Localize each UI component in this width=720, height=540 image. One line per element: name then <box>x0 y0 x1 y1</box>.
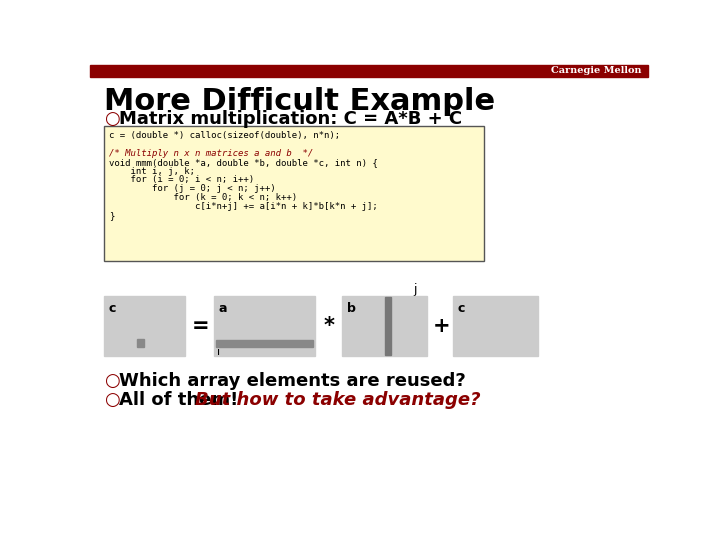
Text: Matrix multiplication: C = A*B + C: Matrix multiplication: C = A*B + C <box>120 110 462 127</box>
Text: int i, j, k;: int i, j, k; <box>109 166 195 176</box>
Text: All of them!: All of them! <box>120 391 245 409</box>
Text: b: b <box>346 302 356 315</box>
Text: i: i <box>217 347 220 357</box>
Text: for (j = 0; j < n; j++): for (j = 0; j < n; j++) <box>109 184 276 193</box>
Text: /* Multiply n x n matrices a and b  */: /* Multiply n x n matrices a and b */ <box>109 149 314 158</box>
Text: c: c <box>457 302 464 315</box>
Text: for (i = 0; i < n; i++): for (i = 0; i < n; i++) <box>109 176 254 185</box>
Bar <box>90 65 648 77</box>
Text: j: j <box>414 283 418 296</box>
Text: c[i*n+j] += a[i*n + k]*b[k*n + j];: c[i*n+j] += a[i*n + k]*b[k*n + j]; <box>109 202 378 211</box>
Text: *: * <box>323 316 334 336</box>
Bar <box>215 340 313 347</box>
Text: for (k = 0; k < n; k++): for (k = 0; k < n; k++) <box>109 193 297 202</box>
Text: But how to take advantage?: But how to take advantage? <box>194 391 480 409</box>
Bar <box>104 126 484 261</box>
Text: +: + <box>432 316 450 336</box>
Bar <box>104 296 185 356</box>
Text: }: } <box>109 211 114 220</box>
Bar <box>214 296 315 356</box>
Text: a: a <box>219 302 227 315</box>
Text: More Difficult Example: More Difficult Example <box>104 87 495 116</box>
Bar <box>342 296 427 356</box>
Text: ○: ○ <box>104 372 120 389</box>
Text: ○: ○ <box>104 110 120 127</box>
Bar <box>137 339 144 347</box>
Text: Carnegie Mellon: Carnegie Mellon <box>552 66 642 76</box>
Text: ○: ○ <box>104 391 120 409</box>
Bar <box>453 296 538 356</box>
Text: c: c <box>109 302 116 315</box>
Text: c = (double *) calloc(sizeof(double), n*n);: c = (double *) calloc(sizeof(double), n*… <box>109 131 341 140</box>
Text: =: = <box>192 316 210 336</box>
Text: void mmm(double *a, double *b, double *c, int n) {: void mmm(double *a, double *b, double *c… <box>109 158 378 167</box>
Text: Which array elements are reused?: Which array elements are reused? <box>120 372 467 389</box>
Bar <box>384 296 391 355</box>
